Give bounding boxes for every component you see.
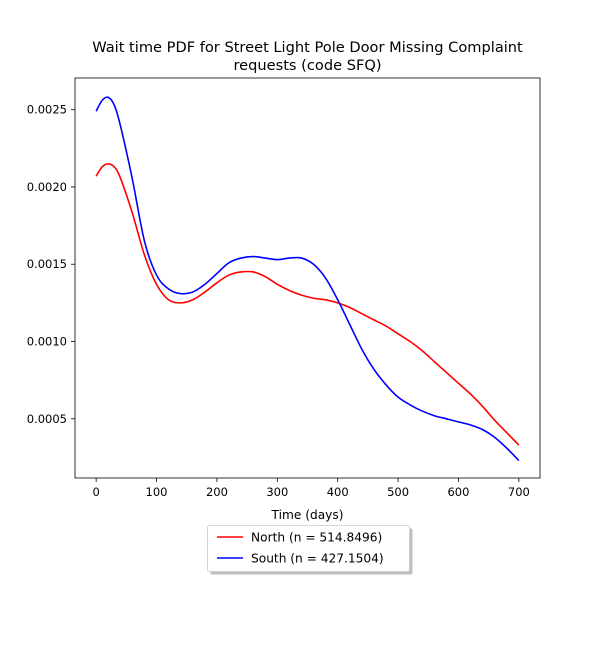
chart-title-line-1: Wait time PDF for Street Light Pole Door…: [92, 39, 523, 56]
y-tick-label: 0.0015: [27, 257, 67, 271]
x-tick-label: 300: [266, 485, 288, 499]
x-tick-label: 400: [327, 485, 349, 499]
x-axis: 0 100 200 300 400 500 600 700: [92, 478, 530, 499]
x-axis-label: Time (days): [271, 508, 344, 522]
x-tick-label: 600: [447, 485, 469, 499]
series-line-north: [95, 162, 520, 446]
series-line-south: [95, 96, 520, 462]
legend: North (n = 514.8496) South (n = 427.1504…: [207, 525, 413, 575]
y-tick-label: 0.0025: [27, 103, 67, 117]
x-tick-label: 200: [206, 485, 228, 499]
chart-title-line-2: requests (code SFQ): [233, 57, 381, 74]
legend-label-south: South (n = 427.1504): [251, 552, 384, 566]
y-tick-label: 0.0010: [27, 335, 67, 349]
y-axis: 0.0005 0.0010 0.0015 0.0020 0.0025: [27, 103, 75, 426]
x-tick-label: 100: [146, 485, 168, 499]
x-tick-label: 700: [508, 485, 530, 499]
x-tick-label: 0: [92, 485, 99, 499]
y-tick-label: 0.0020: [27, 180, 67, 194]
y-tick-label: 0.0005: [27, 412, 67, 426]
legend-label-north: North (n = 514.8496): [251, 531, 382, 545]
series-layer: [95, 96, 520, 462]
x-tick-label: 500: [387, 485, 409, 499]
legend-box: [207, 525, 410, 572]
plot-frame: [74, 77, 541, 479]
